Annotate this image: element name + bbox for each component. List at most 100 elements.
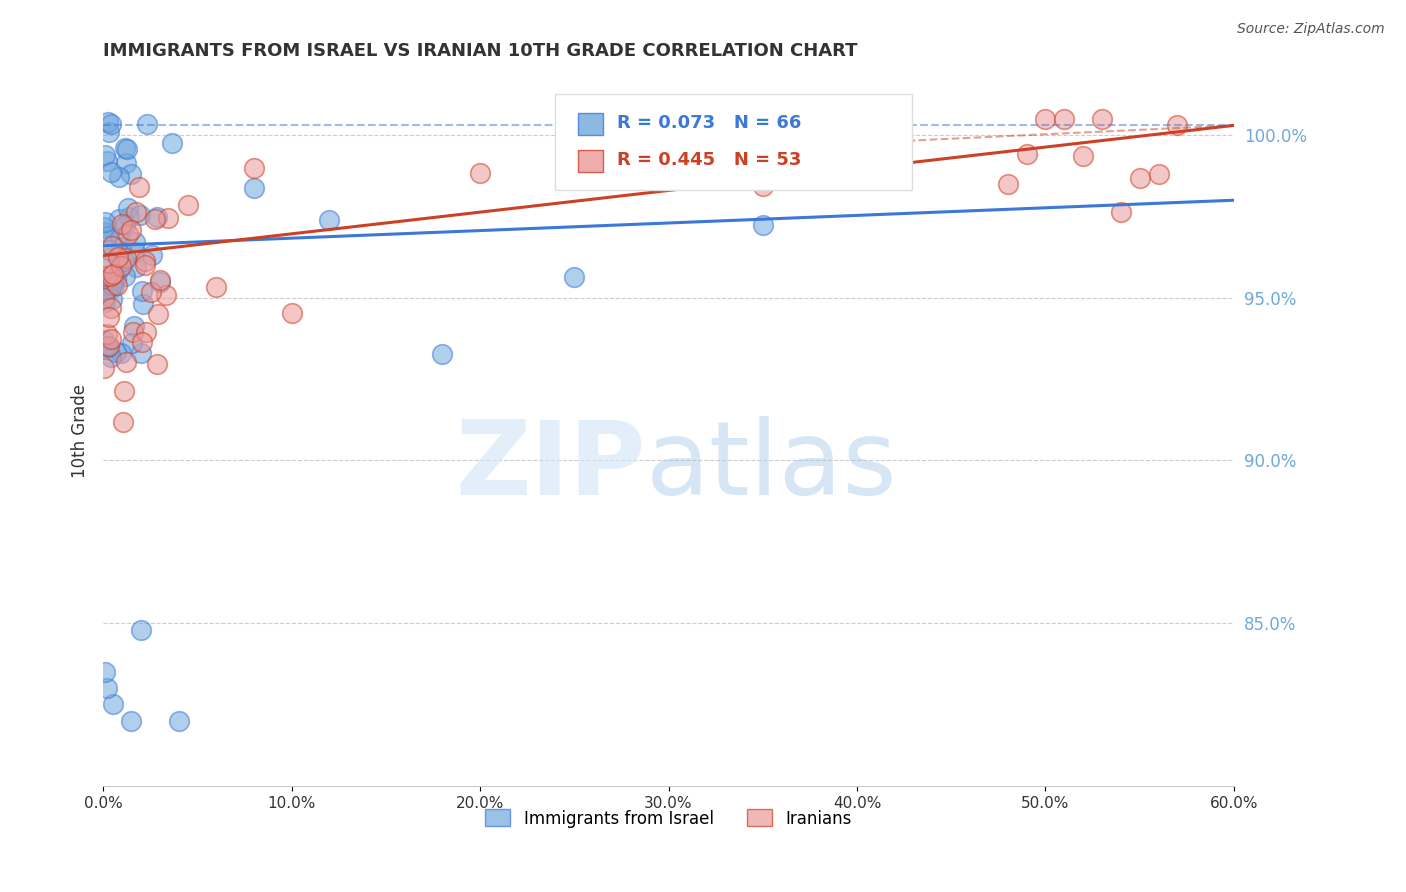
Point [115, 142, 138, 156]
Point [114, 218, 136, 232]
Point [1109, 204, 1132, 219]
Point [1129, 171, 1152, 186]
Point [107, 262, 129, 277]
Point [134, 258, 156, 272]
Point [243, 180, 266, 194]
Point [94, 282, 117, 296]
Point [205, 280, 228, 294]
Point [115, 251, 138, 265]
Point [93, 291, 115, 305]
Point [136, 117, 159, 131]
Point [98, 339, 121, 353]
Bar [578, 112, 603, 136]
Point [134, 253, 156, 268]
Point [94, 283, 117, 297]
Point [129, 346, 152, 360]
Point [103, 279, 125, 293]
Point [124, 235, 146, 249]
Point [108, 230, 131, 244]
Point [132, 297, 155, 311]
Point [100, 165, 122, 179]
Point [125, 205, 148, 219]
Point [121, 336, 143, 351]
Point [96, 251, 118, 265]
Point [129, 623, 152, 637]
Point [146, 210, 169, 224]
Point [117, 227, 139, 242]
Point [94, 294, 117, 309]
Bar [578, 150, 603, 172]
Point [93, 219, 115, 234]
Point [97, 256, 120, 270]
Point [135, 325, 157, 339]
Point [124, 244, 146, 259]
Text: R = 0.445   N = 53: R = 0.445 N = 53 [616, 151, 801, 169]
Point [112, 254, 135, 268]
Point [110, 240, 132, 254]
Point [93, 361, 115, 376]
Point [243, 161, 266, 175]
Point [94, 215, 117, 229]
Point [167, 714, 190, 728]
Point [1091, 112, 1114, 126]
Legend: Immigrants from Israel, Iranians: Immigrants from Israel, Iranians [478, 803, 859, 834]
Point [101, 698, 124, 712]
Point [280, 306, 302, 320]
Point [111, 217, 134, 231]
Point [120, 714, 142, 728]
Point [1166, 119, 1188, 133]
Point [128, 180, 150, 194]
Point [122, 325, 145, 339]
Point [100, 268, 122, 283]
Point [131, 335, 153, 350]
Point [101, 292, 124, 306]
Point [100, 281, 122, 295]
Point [1053, 112, 1076, 126]
Text: Source: ZipAtlas.com: Source: ZipAtlas.com [1237, 22, 1385, 37]
Point [432, 347, 454, 361]
Point [112, 384, 135, 398]
Point [121, 167, 143, 181]
Y-axis label: 10th Grade: 10th Grade [72, 384, 89, 478]
Point [96, 681, 118, 696]
Point [100, 118, 122, 132]
Point [120, 223, 142, 237]
Point [114, 355, 136, 369]
Point [97, 310, 120, 325]
Point [97, 340, 120, 354]
Point [101, 267, 124, 281]
Point [114, 268, 136, 283]
Point [752, 219, 775, 233]
Point [752, 178, 775, 193]
Point [96, 339, 118, 353]
FancyBboxPatch shape [555, 95, 911, 190]
Point [148, 307, 170, 321]
Point [562, 270, 585, 285]
Point [149, 272, 172, 286]
Point [110, 346, 132, 360]
Point [108, 211, 131, 226]
Text: atlas: atlas [645, 417, 897, 517]
Point [97, 126, 120, 140]
Point [107, 250, 129, 264]
Text: R = 0.073   N = 66: R = 0.073 N = 66 [616, 113, 801, 132]
Point [468, 165, 491, 179]
Point [125, 260, 148, 274]
Point [101, 239, 124, 253]
Point [115, 155, 138, 169]
Point [143, 212, 166, 227]
Text: ZIP: ZIP [456, 417, 645, 517]
Point [94, 147, 117, 161]
Point [110, 259, 132, 273]
Point [155, 288, 177, 302]
Point [105, 277, 128, 292]
Point [96, 327, 118, 342]
Point [101, 278, 124, 293]
Point [149, 275, 172, 289]
Point [141, 248, 163, 262]
Point [146, 357, 169, 371]
Point [93, 226, 115, 240]
Point [1071, 149, 1094, 163]
Point [997, 177, 1019, 191]
Point [156, 211, 179, 226]
